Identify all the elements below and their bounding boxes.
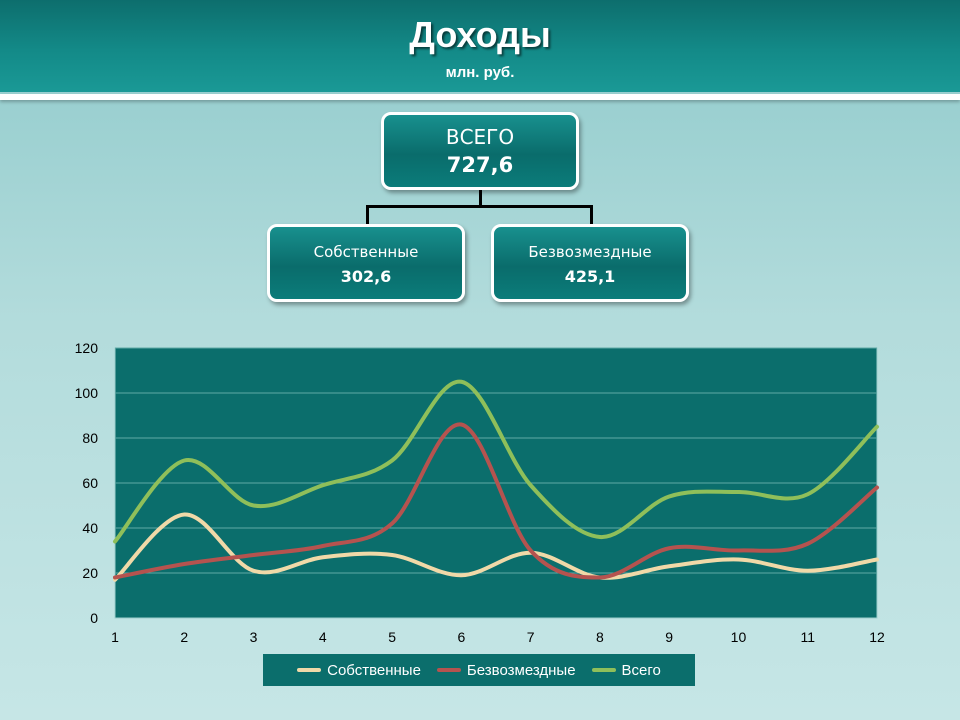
legend-item-grants: Безвозмездные <box>436 661 576 679</box>
total-box: ВСЕГО 727,6 <box>381 112 579 190</box>
x-tick-label: 1 <box>111 629 119 645</box>
y-tick-label: 0 <box>90 610 98 626</box>
connector-left-drop <box>366 205 369 224</box>
legend-swatch-total <box>591 668 616 672</box>
chart-legend: Собственные Безвозмездные Всего <box>263 654 695 686</box>
x-tick-label: 3 <box>250 629 258 645</box>
y-tick-label: 60 <box>82 475 98 491</box>
series-own-line <box>113 512 879 582</box>
legend-label-grants: Безвозмездные <box>466 661 576 679</box>
y-tick-label: 120 <box>75 340 99 356</box>
y-tick-label: 80 <box>82 430 98 446</box>
y-tick-label: 100 <box>75 385 99 401</box>
total-label: ВСЕГО <box>445 125 515 149</box>
legend-label-own: Собственные <box>327 661 421 679</box>
legend-swatch-grants <box>436 668 461 672</box>
x-tick-label: 5 <box>388 629 396 645</box>
series-total-line <box>113 379 879 544</box>
y-tick-label: 40 <box>82 520 98 536</box>
page-title: Доходы <box>409 14 551 55</box>
x-tick-label: 11 <box>800 629 815 645</box>
grants-box: Безвозмездные 425,1 <box>491 224 689 302</box>
own-income-box: Собственные 302,6 <box>267 224 465 302</box>
grants-label: Безвозмездные <box>528 243 652 261</box>
title-divider <box>0 94 960 100</box>
legend-swatch-own <box>297 668 322 672</box>
series-grants-line <box>113 422 879 580</box>
x-tick-label: 2 <box>180 629 188 645</box>
legend-item-total: Всего <box>591 661 661 679</box>
grants-value: 425,1 <box>564 267 616 286</box>
x-tick-label: 8 <box>596 629 604 645</box>
total-value: 727,6 <box>446 153 514 177</box>
x-tick-label: 10 <box>731 629 747 645</box>
x-tick-label: 12 <box>869 629 885 645</box>
page-subtitle: млн. руб. <box>445 64 515 81</box>
legend-item-own: Собственные <box>297 662 421 679</box>
legend-label-total: Всего <box>621 661 661 679</box>
title-banner <box>0 0 960 92</box>
x-tick-label: 9 <box>665 629 673 645</box>
x-tick-label: 4 <box>319 629 327 645</box>
own-income-label: Собственные <box>313 243 419 261</box>
connector-right-drop <box>590 205 593 224</box>
x-tick-label: 7 <box>527 629 535 645</box>
connector-vertical-top <box>479 190 482 207</box>
own-income-value: 302,6 <box>340 267 392 286</box>
x-tick-label: 6 <box>457 629 465 645</box>
y-tick-label: 20 <box>82 565 98 581</box>
connector-horizontal <box>366 205 593 208</box>
